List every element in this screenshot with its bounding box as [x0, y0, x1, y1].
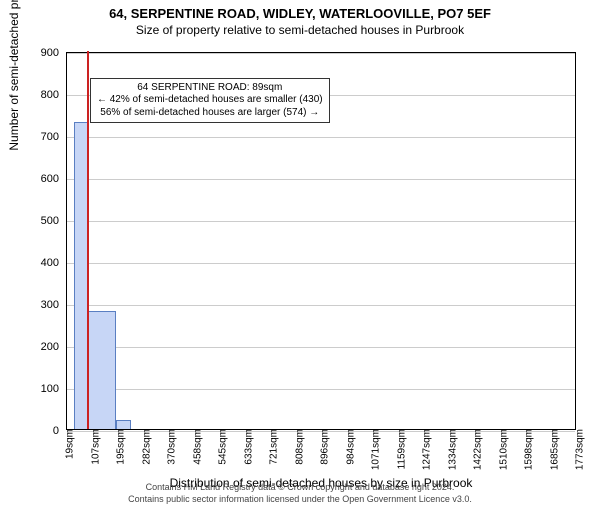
annotation-line1: 64 SERPENTINE ROAD: 89sqm	[97, 82, 323, 95]
histogram-bar	[74, 122, 88, 429]
x-tick-label: 808sqm	[288, 429, 305, 465]
gridline-h	[67, 137, 575, 138]
footer-copyright-2: Contains public sector information licen…	[0, 494, 600, 504]
gridline-h	[67, 221, 575, 222]
y-axis-label: Number of semi-detached properties	[7, 0, 21, 151]
x-tick-label: 1422sqm	[467, 429, 484, 470]
x-tick-label: 1334sqm	[441, 429, 458, 470]
x-tick-label: 19sqm	[59, 429, 76, 459]
x-tick-label: 107sqm	[84, 429, 101, 465]
histogram-bar	[116, 420, 131, 429]
chart-title-sub: Size of property relative to semi-detach…	[0, 23, 600, 37]
annotation-box: 64 SERPENTINE ROAD: 89sqm← 42% of semi-d…	[90, 78, 330, 124]
x-tick-label: 896sqm	[314, 429, 331, 465]
y-tick-label: 500	[41, 215, 67, 227]
x-tick-label: 1159sqm	[390, 429, 407, 469]
x-tick-label: 1598sqm	[518, 429, 535, 470]
y-tick-label: 700	[41, 131, 67, 143]
footer-copyright-1: Contains HM Land Registry data © Crown c…	[0, 482, 600, 492]
annotation-line2: ← 42% of semi-detached houses are smalle…	[97, 94, 323, 107]
gridline-h	[67, 263, 575, 264]
x-tick-label: 282sqm	[135, 429, 152, 465]
y-tick-label: 100	[41, 383, 67, 395]
y-tick-label: 300	[41, 299, 67, 311]
x-tick-label: 1071sqm	[365, 429, 382, 470]
x-tick-label: 1685sqm	[543, 429, 560, 470]
y-tick-label: 600	[41, 173, 67, 185]
y-tick-label: 800	[41, 89, 67, 101]
gridline-h	[67, 347, 575, 348]
annotation-line3: 56% of semi-detached houses are larger (…	[97, 107, 323, 120]
x-tick-label: 633sqm	[237, 429, 254, 465]
y-tick-label: 400	[41, 257, 67, 269]
gridline-h	[67, 179, 575, 180]
x-tick-label: 1510sqm	[492, 429, 509, 470]
x-tick-label: 545sqm	[212, 429, 229, 465]
y-tick-label: 900	[41, 47, 67, 59]
x-tick-label: 984sqm	[339, 429, 356, 465]
chart-container: 010020030040050060070080090064 SERPENTIN…	[66, 52, 576, 430]
x-tick-label: 721sqm	[263, 429, 280, 465]
x-tick-label: 195sqm	[110, 429, 127, 465]
x-tick-label: 1773sqm	[569, 429, 586, 470]
gridline-h	[67, 305, 575, 306]
x-tick-label: 458sqm	[186, 429, 203, 465]
plot-area: 010020030040050060070080090064 SERPENTIN…	[66, 52, 576, 430]
x-tick-label: 1247sqm	[416, 429, 433, 470]
gridline-h	[67, 53, 575, 54]
gridline-h	[67, 389, 575, 390]
histogram-bar	[88, 311, 116, 429]
x-tick-label: 370sqm	[161, 429, 178, 465]
y-tick-label: 200	[41, 341, 67, 353]
chart-title-main: 64, SERPENTINE ROAD, WIDLEY, WATERLOOVIL…	[0, 6, 600, 21]
